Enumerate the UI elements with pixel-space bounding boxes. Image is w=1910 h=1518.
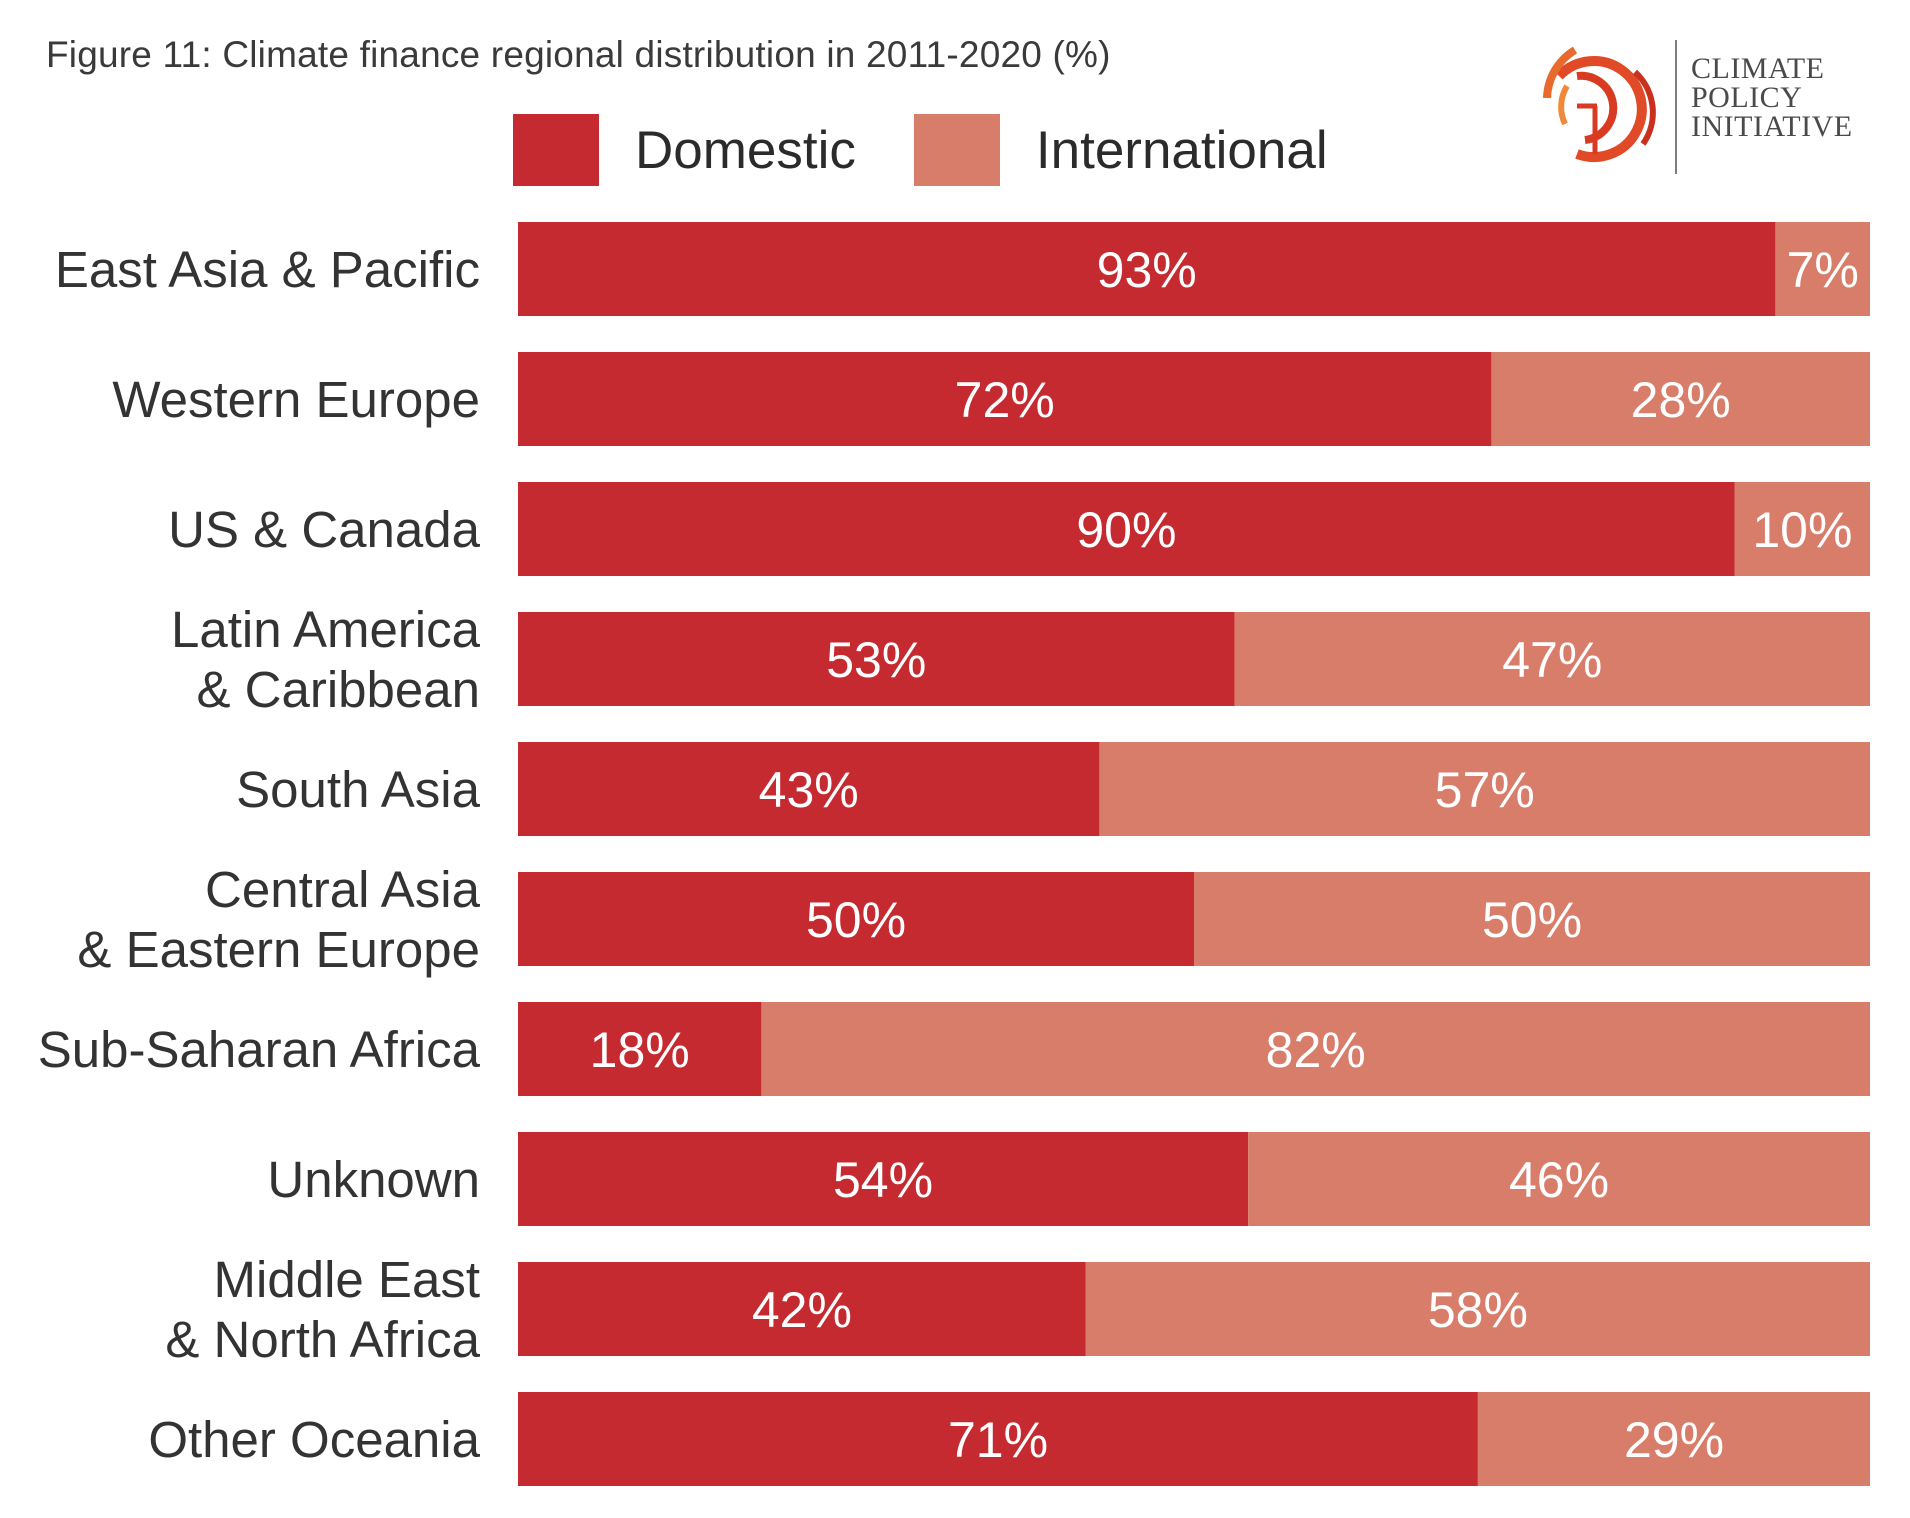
data-label-domestic: 18% [590, 1022, 690, 1078]
data-label-international: 57% [1435, 762, 1535, 818]
category-label: Central Asia [205, 861, 481, 918]
legend-label-domestic: Domestic [635, 120, 856, 180]
data-label-domestic: 50% [806, 892, 906, 948]
bar-international [1477, 1392, 1870, 1486]
bar-domestic [518, 1262, 1086, 1356]
data-label-domestic: 90% [1076, 502, 1176, 558]
bar-domestic [518, 352, 1492, 446]
bar-domestic [518, 1132, 1249, 1226]
bar-domestic [518, 222, 1776, 316]
data-label-domestic: 43% [759, 762, 859, 818]
data-label-international: 47% [1502, 632, 1602, 688]
category-label: & North Africa [165, 1311, 480, 1368]
data-label-international: 50% [1482, 892, 1582, 948]
bar-international [1085, 1262, 1870, 1356]
category-label: & Caribbean [196, 661, 480, 718]
bar-international [1491, 352, 1870, 446]
category-label: & Eastern Europe [77, 921, 480, 978]
bar-domestic [518, 1002, 762, 1096]
logo-text: CLIMATE POLICY INITIATIVE [1691, 52, 1853, 143]
logo-divider [1675, 40, 1677, 174]
cpi-ring-logo-icon [1543, 46, 1656, 163]
data-label-international: 7% [1787, 242, 1859, 298]
data-label-international: 46% [1509, 1152, 1609, 1208]
bar-international [1234, 612, 1870, 706]
bar-international [1248, 1132, 1870, 1226]
category-label: Unknown [267, 1151, 480, 1208]
category-label: Sub-Saharan Africa [38, 1021, 481, 1078]
legend-item-international: International [913, 114, 1328, 186]
logo-line-1: CLIMATE [1691, 52, 1825, 85]
bar-international [1099, 742, 1870, 836]
bar-domestic [518, 1392, 1478, 1486]
data-label-international: 29% [1624, 1412, 1724, 1468]
data-label-international: 10% [1752, 502, 1852, 558]
bar-international [761, 1002, 1870, 1096]
data-label-international: 82% [1266, 1022, 1366, 1078]
bar-international [1194, 872, 1870, 966]
data-label-international: 58% [1428, 1282, 1528, 1338]
category-label: Other Oceania [148, 1411, 480, 1468]
data-label-international: 28% [1631, 372, 1731, 428]
bar-international [1775, 222, 1870, 316]
cpi-logo: CLIMATE POLICY INITIATIVE [1537, 36, 1877, 186]
data-label-domestic: 42% [752, 1282, 852, 1338]
category-label: Middle East [214, 1251, 480, 1308]
bar-domestic [518, 742, 1100, 836]
category-label: US & Canada [168, 501, 480, 558]
data-label-domestic: 71% [948, 1412, 1048, 1468]
bar-domestic [518, 872, 1194, 966]
legend-swatch-domestic [513, 114, 599, 186]
logo-line-2: POLICY [1691, 81, 1803, 114]
legend-label-international: International [1035, 120, 1328, 180]
category-label: Latin America [171, 601, 481, 658]
data-label-domestic: 54% [833, 1152, 933, 1208]
legend: Domestic International [513, 114, 1386, 186]
data-label-domestic: 93% [1097, 242, 1197, 298]
figure-title: Figure 11: Climate finance regional dist… [46, 34, 1111, 75]
bar-domestic [518, 482, 1735, 576]
data-label-domestic: 53% [826, 632, 926, 688]
legend-item-domestic: Domestic [513, 114, 856, 186]
category-label: South Asia [236, 761, 480, 818]
logo-line-3: INITIATIVE [1691, 110, 1853, 143]
bar-international [1734, 482, 1870, 576]
category-label: Western Europe [112, 371, 480, 428]
category-label: East Asia & Pacific [55, 241, 480, 298]
data-label-domestic: 72% [955, 372, 1055, 428]
bar-domestic [518, 612, 1235, 706]
legend-swatch-international [913, 114, 1000, 186]
